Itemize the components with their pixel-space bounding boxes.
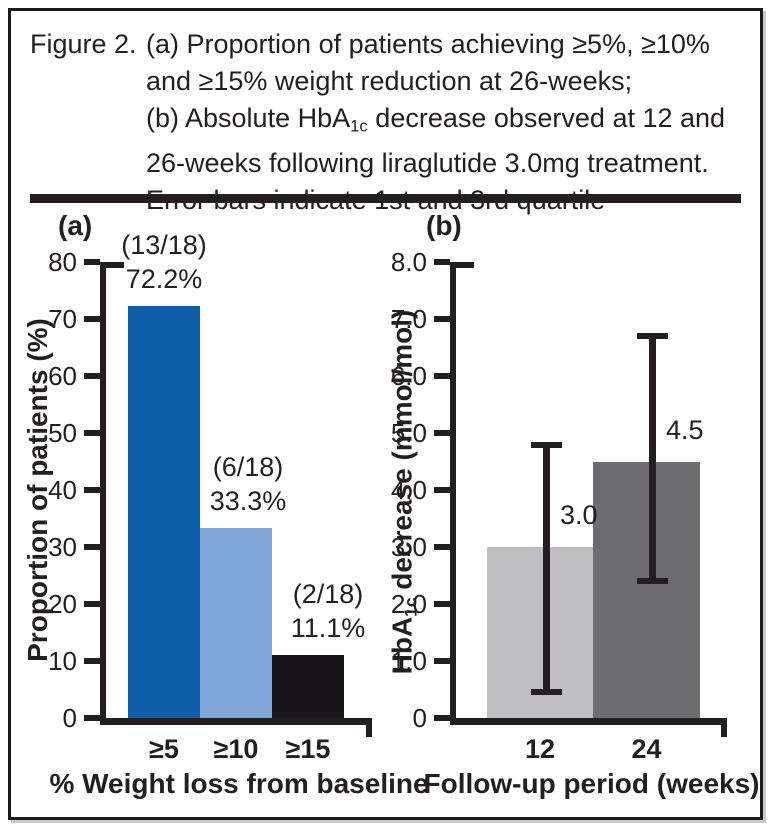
y-tick-label: 40 [48,474,77,505]
bar-annotation-percent: 33.3% [209,486,287,517]
y-tick-label: 10 [48,645,77,676]
panel-a-x-axis-line [100,718,372,725]
tick-mark [84,487,100,493]
error-bar-24-weeks [637,333,668,585]
caption-divider-rule [30,194,741,203]
tick-mark [84,658,100,664]
bar-annotation-count: (2/18) [292,578,364,609]
bar-annotation: (6/18) 33.3% [176,450,320,518]
y-tick-label: 8.0 [390,246,427,277]
x-category-label: ≥10 [213,734,259,764]
y-tick-label: 80 [48,246,77,277]
figure-caption: Figure 2. (a) Proportion of patients ach… [30,26,744,219]
tick-mark [434,715,450,721]
x-category-label: ≥15 [285,734,331,764]
subscript-1c: 1c [350,116,368,136]
tick-mark [434,658,450,664]
bar-ge5-weight-loss [128,306,200,718]
y-tick-label: 20 [48,588,77,619]
figure-number: Figure 2. [30,29,137,59]
tick-mark [434,430,450,436]
x-category-label: 24 [631,734,662,764]
bar-annotation: (13/18) 72.2% [92,228,236,296]
panel-a-y-axis-line [100,262,106,725]
tick-mark [84,601,100,607]
y-tick-label: 7.0 [390,303,427,334]
caption-line: (b) Absolute HbA1c decrease observed at … [146,103,726,136]
tick-mark [84,544,100,550]
caption-line: 26-weeks following liraglutide 3.0mg tre… [146,147,709,178]
y-tick-label: 50 [48,417,77,448]
y-tick-label: 3.0 [390,531,427,562]
panel-b-x-axis-title: Follow-up period (weeks) [423,768,760,799]
tick-mark [434,487,450,493]
bar-24-weeks [593,461,700,718]
panel-a-axis-end-cap [366,718,372,737]
bar-value-label: 4.5 [666,414,704,445]
tick-mark [84,316,100,322]
y-tick-label: 1.0 [390,645,427,676]
tick-mark [84,259,100,265]
error-bar-12-weeks [531,441,562,696]
y-tick-label: 0 [412,702,427,733]
tick-mark [434,259,450,265]
y-tick-label: 60 [48,360,77,391]
tick-mark [84,373,100,379]
bar-annotation-percent: 11.1% [290,612,366,643]
bar-annotation-percent: 72.2% [125,264,203,295]
x-category-label: ≥5 [149,734,179,764]
y-tick-label: 6.0 [390,360,427,391]
tick-mark [434,373,450,379]
figure-caption-text: (a) Proportion of patients achieving ≥5%… [146,26,744,219]
panel-b-y-axis-line [450,262,456,725]
bar-value-label: 3.0 [560,500,598,530]
panel-a-label: (a) [58,210,93,241]
panel-b-x-axis-line [450,718,727,725]
tick-mark [434,316,450,322]
bar-annotation-count: (6/18) [212,452,284,483]
panel-a-x-axis-title: % Weight loss from baseline [49,768,429,799]
panel-a-plot-area: 80 70 60 50 40 30 20 10 0 (13/18) 72.2% … [48,230,428,799]
bar-ge10-weight-loss [200,528,272,718]
tick-mark [434,601,450,607]
tick-mark [84,715,100,721]
panel-b-label: (b) [426,210,462,241]
caption-line: and ≥15% weight reduction at 26-weeks; [146,66,633,96]
panel-a-axis-top-cap [100,262,124,268]
panel-b-axis-end-cap [721,718,727,737]
panel-b-plot-area: 8.0 7.0 6.0 5.0 4.0 3.0 2.0 1.0 0 3.0 4.… [391,247,760,800]
y-tick-label: 2.0 [390,588,427,619]
bar-ge15-weight-loss [272,654,344,718]
caption-line: (a) Proportion of patients achieving ≥5%… [146,29,710,59]
bar-annotation-count: (13/18) [121,230,207,261]
y-tick-label: 30 [48,531,77,562]
y-tick-label: 4.0 [390,474,427,505]
tick-mark [434,544,450,550]
panel-b-axis-top-cap [450,262,474,268]
bar-annotation: (2/18) 11.1% [256,577,400,645]
x-category-label: 12 [524,734,556,764]
tick-mark [84,430,100,436]
y-tick-label: 5.0 [390,417,427,448]
y-tick-label: 70 [48,303,77,334]
y-tick-label: 0 [62,702,77,733]
